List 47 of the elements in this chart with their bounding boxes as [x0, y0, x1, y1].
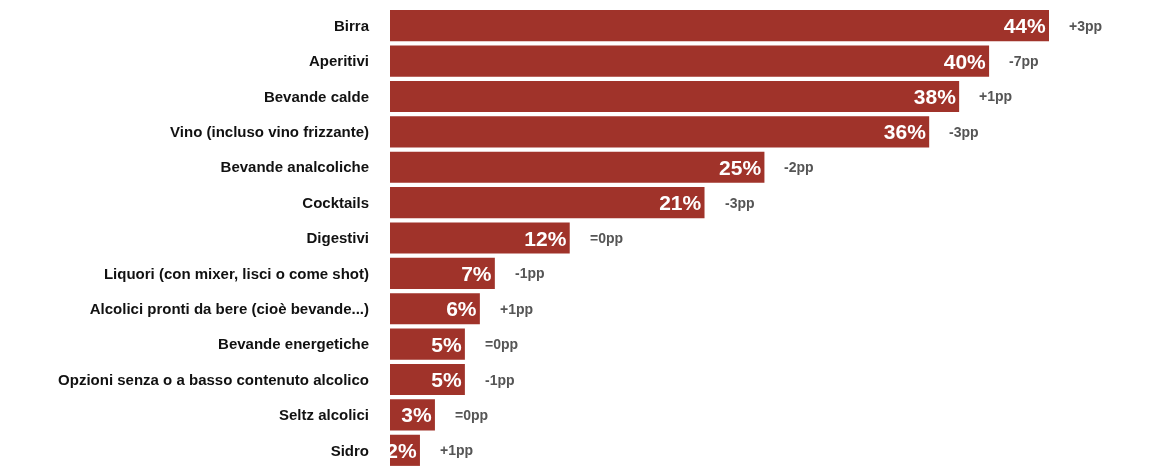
- y-tick-label: Alcolici pronti da bere (cioè bevande...): [89, 300, 369, 318]
- data-label: 40%: [943, 49, 987, 73]
- annotation: +1pp: [979, 88, 1013, 104]
- y-tick-label: Sidro: [330, 441, 369, 459]
- annotation: +3pp: [1069, 18, 1103, 34]
- bar: [390, 257, 495, 289]
- y-tick-label: Liquori (con mixer, lisci o come shot): [103, 264, 369, 282]
- annotation: =0pp: [590, 230, 624, 246]
- bar: [390, 222, 570, 254]
- annotation: =0pp: [455, 407, 489, 423]
- annotation: +1pp: [500, 301, 534, 317]
- annotation: -1pp: [515, 265, 545, 281]
- data-label: 6%: [446, 297, 477, 321]
- data-label: 44%: [1003, 14, 1046, 38]
- bar: [390, 80, 960, 113]
- data-label: 5%: [431, 368, 462, 392]
- y-tick-label: Seltz alcolici: [278, 406, 369, 424]
- annotation: +1pp: [440, 442, 474, 458]
- data-label: 36%: [883, 120, 927, 144]
- y-tick-label: Vino (incluso vino frizzante): [170, 123, 369, 141]
- data-label: 21%: [659, 191, 702, 215]
- bar: [390, 293, 480, 325]
- annotation: -3pp: [949, 124, 979, 140]
- annotation: -7pp: [1009, 53, 1039, 69]
- bar: [390, 116, 930, 148]
- bar: [390, 151, 765, 183]
- y-tick-label: Bevande calde: [263, 87, 369, 105]
- y-tick-label: Bevande energetiche: [218, 335, 369, 353]
- bar: [390, 10, 1049, 42]
- y-tick-label: Bevande analcoliche: [220, 158, 369, 176]
- annotation: -3pp: [725, 195, 755, 211]
- y-tick-label: Opzioni senza o a basso contenuto alcolico: [58, 370, 369, 388]
- y-tick-label: Cocktails: [302, 193, 369, 211]
- y-tick-label: Digestivi: [306, 229, 369, 247]
- data-label: 7%: [461, 261, 492, 285]
- data-label: 38%: [913, 84, 957, 108]
- data-label: 25%: [719, 155, 762, 179]
- annotation: =0pp: [485, 336, 519, 352]
- y-tick-label: Birra: [333, 16, 370, 34]
- bar: [390, 45, 990, 77]
- annotation: -2pp: [784, 159, 814, 175]
- y-tick-label: Aperitivi: [308, 52, 369, 70]
- bar: [390, 187, 705, 219]
- data-label: 3%: [401, 403, 432, 427]
- data-label: 5%: [431, 332, 462, 356]
- data-label: 12%: [524, 226, 567, 250]
- annotation: -1pp: [485, 372, 515, 388]
